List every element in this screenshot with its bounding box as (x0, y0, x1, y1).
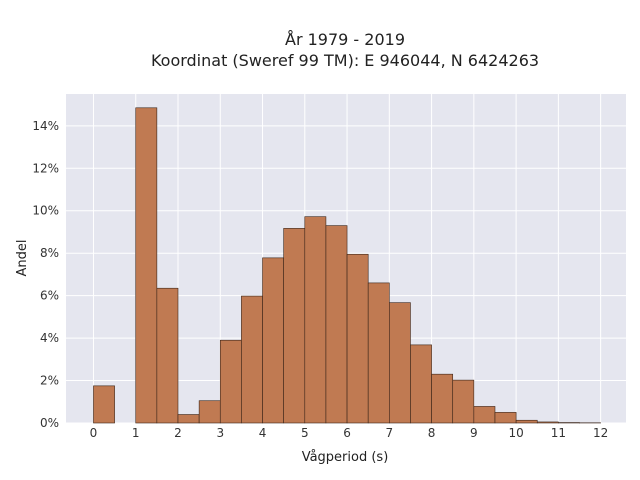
histogram-bar-21 (536, 421, 559, 424)
histogram-bar-19 (494, 412, 517, 424)
x-tick-label-9: 9 (470, 426, 478, 440)
histogram-bar-15 (410, 344, 432, 424)
x-tick-label-5: 5 (301, 426, 309, 440)
histogram-bar-4 (177, 414, 200, 424)
histogram-bar-20 (515, 419, 538, 424)
x-axis-label: Vågperiod (s) (302, 450, 389, 465)
x-tick-label-12: 12 (593, 426, 608, 440)
y-tick-label-5: 10% (32, 204, 59, 218)
histogram-bar-5 (198, 400, 221, 424)
histogram-bar-3 (156, 287, 179, 424)
histogram-bar-7 (241, 295, 263, 424)
histogram-bar-13 (367, 282, 390, 424)
histogram-bar-10 (304, 216, 327, 424)
x-axis-ticks: 0 1 2 3 4 5 6 7 8 9 10 11 12 (90, 426, 609, 440)
x-tick-label-4: 4 (259, 426, 267, 440)
y-tick-label-7: 14% (32, 119, 59, 133)
y-tick-label-6: 12% (32, 161, 59, 175)
chart-title-line-1: År 1979 - 2019 (285, 30, 405, 49)
histogram-bar-12 (346, 253, 369, 424)
x-tick-label-3: 3 (216, 426, 224, 440)
histogram-bars (93, 107, 601, 424)
y-axis-label: Andel (15, 240, 30, 277)
y-tick-label-0: 0% (40, 416, 59, 430)
x-tick-label-7: 7 (386, 426, 394, 440)
x-tick-label-1: 1 (132, 426, 140, 440)
y-tick-label-4: 8% (40, 246, 59, 260)
x-tick-label-6: 6 (343, 426, 351, 440)
histogram-bar-16 (431, 373, 454, 424)
chart-title-line-2: Koordinat (Sweref 99 TM): E 946044, N 64… (151, 51, 539, 70)
histogram-bar-6 (219, 339, 242, 424)
y-tick-label-2: 4% (40, 331, 59, 345)
histogram-bar-2 (135, 107, 158, 424)
histogram-bar-18 (473, 406, 496, 424)
x-tick-label-10: 10 (508, 426, 523, 440)
histogram-bar-11 (325, 225, 348, 424)
histogram-bar-9 (283, 228, 306, 424)
y-axis-ticks: 0% 2% 4% 6% 8% 10% 12% 14% (32, 119, 59, 430)
x-tick-label-2: 2 (174, 426, 182, 440)
histogram-bar-14 (389, 302, 411, 424)
x-tick-label-8: 8 (428, 426, 436, 440)
histogram-bar-8 (262, 257, 284, 424)
x-tick-label-11: 11 (551, 426, 566, 440)
y-tick-label-3: 6% (40, 289, 59, 303)
y-tick-label-1: 2% (40, 374, 59, 388)
histogram-bar-0 (93, 385, 115, 424)
histogram-bar-17 (452, 379, 475, 424)
x-tick-label-0: 0 (90, 426, 98, 440)
